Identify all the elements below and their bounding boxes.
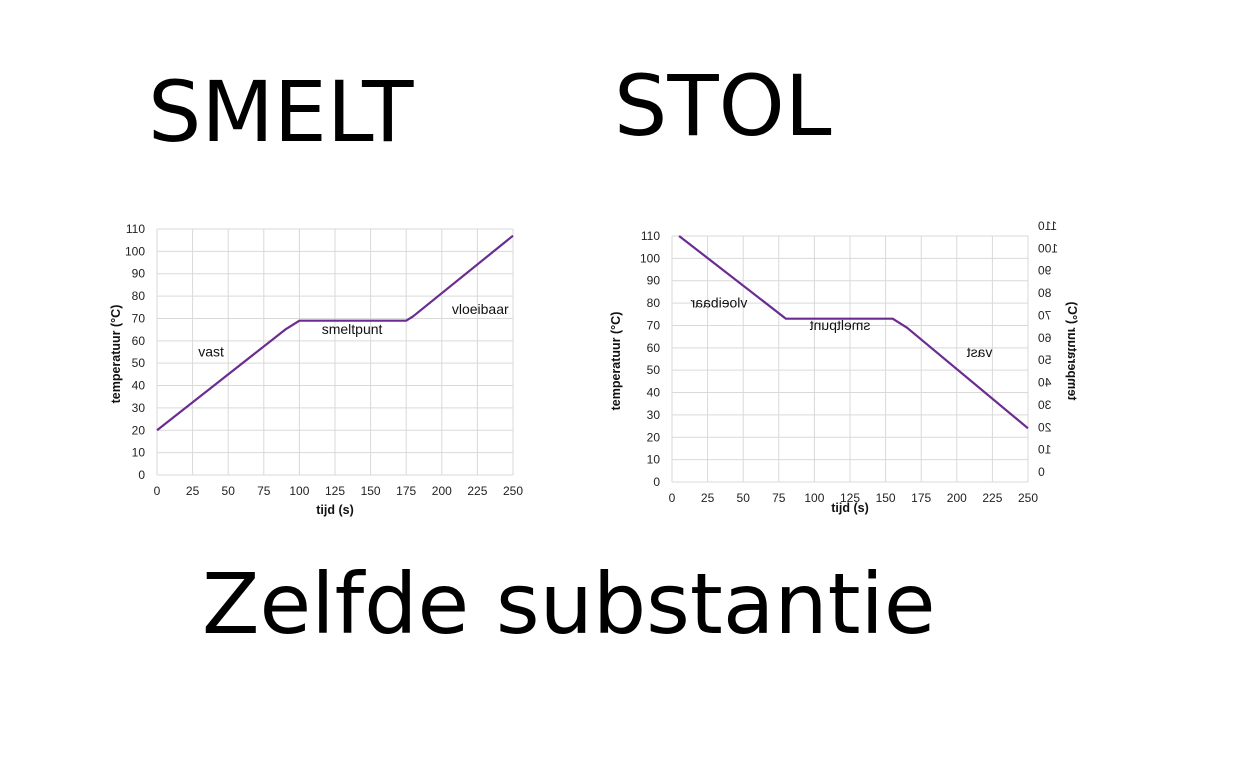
mirrored-y-tick-label: 110 xyxy=(1038,219,1057,233)
y-tick-label: 60 xyxy=(132,334,146,348)
y-tick-label: 0 xyxy=(653,475,660,489)
mirrored-y-tick-label: 60 xyxy=(1038,331,1052,345)
x-tick-label: 250 xyxy=(1018,491,1038,505)
y-tick-label: 110 xyxy=(641,229,660,243)
y-axis-label: temperatuur (°C) xyxy=(609,312,623,411)
x-axis-label: tijd (s) xyxy=(316,503,354,517)
x-tick-label: 225 xyxy=(467,484,487,498)
x-tick-label: 25 xyxy=(701,491,715,505)
y-axis-label: temperatuur (°C) xyxy=(109,305,123,404)
x-tick-label: 125 xyxy=(325,484,345,498)
y-tick-label: 110 xyxy=(126,222,145,236)
mirrored-y-tick-label: 40 xyxy=(1038,376,1052,390)
same-substance-caption: Zelfde substantie xyxy=(202,555,936,653)
series-line xyxy=(156,234,514,432)
mirrored-y-tick-label: 20 xyxy=(1038,420,1052,434)
y-tick-label: 0 xyxy=(138,468,145,482)
x-tick-label: 125 xyxy=(840,491,860,505)
phase-annotation: vast xyxy=(198,343,224,359)
y-tick-label: 40 xyxy=(647,386,661,400)
y-tick-label: 80 xyxy=(132,289,146,303)
x-tick-label: 100 xyxy=(289,484,309,498)
phase-annotation: smeltpunt xyxy=(322,321,383,337)
phase-annotation: vast xyxy=(967,344,993,360)
phase-annotation: smeltpunt xyxy=(810,317,871,333)
y-tick-label: 50 xyxy=(647,363,661,377)
mirrored-y-tick-label: 10 xyxy=(1038,443,1052,457)
x-tick-label: 150 xyxy=(876,491,896,505)
x-tick-label: 200 xyxy=(432,484,452,498)
x-tick-label: 100 xyxy=(804,491,824,505)
x-tick-label: 225 xyxy=(982,491,1002,505)
mirrored-y-tick-label: 90 xyxy=(1038,264,1052,278)
y-tick-label: 70 xyxy=(132,311,146,325)
x-tick-label: 250 xyxy=(503,484,523,498)
x-axis-label: tijd (s) xyxy=(831,501,869,515)
x-tick-label: 200 xyxy=(947,491,967,505)
y-tick-label: 40 xyxy=(132,379,146,393)
mirrored-y-axis-label: temperatuur (°C) xyxy=(1065,302,1079,401)
x-tick-label: 50 xyxy=(222,484,236,498)
y-tick-label: 30 xyxy=(647,408,661,422)
x-tick-label: 50 xyxy=(737,491,751,505)
mirrored-y-tick-label: 100 xyxy=(1038,241,1058,255)
mirrored-y-tick-label: 70 xyxy=(1038,308,1052,322)
phase-annotation: vloeibaar xyxy=(452,301,509,317)
y-tick-label: 50 xyxy=(132,356,146,370)
y-tick-label: 90 xyxy=(647,274,661,288)
mirrored-y-tick-label: 80 xyxy=(1038,286,1052,300)
y-tick-label: 100 xyxy=(640,251,660,265)
y-tick-label: 90 xyxy=(132,267,146,281)
y-tick-label: 80 xyxy=(647,296,661,310)
y-tick-label: 70 xyxy=(647,318,661,332)
y-tick-label: 20 xyxy=(647,430,661,444)
x-tick-label: 75 xyxy=(257,484,271,498)
y-tick-label: 10 xyxy=(647,453,661,467)
mirrored-y-tick-label: 30 xyxy=(1038,398,1052,412)
mirrored-y-tick-label: 0 xyxy=(1038,465,1045,479)
y-tick-label: 20 xyxy=(132,423,146,437)
x-tick-label: 25 xyxy=(186,484,200,498)
x-tick-label: 75 xyxy=(772,491,786,505)
stol-title: STOL xyxy=(614,57,832,155)
mirrored-y-tick-label: 50 xyxy=(1038,353,1052,367)
x-tick-label: 150 xyxy=(361,484,381,498)
x-tick-label: 175 xyxy=(396,484,416,498)
phase-annotation: vloeibaar xyxy=(690,295,747,311)
y-tick-label: 60 xyxy=(647,341,661,355)
y-tick-label: 10 xyxy=(132,446,146,460)
x-tick-label: 0 xyxy=(154,484,161,498)
x-tick-label: 0 xyxy=(669,491,676,505)
y-tick-label: 100 xyxy=(125,244,145,258)
x-tick-label: 175 xyxy=(911,491,931,505)
smelt-title: SMELT xyxy=(148,63,414,161)
y-tick-label: 30 xyxy=(132,401,146,415)
